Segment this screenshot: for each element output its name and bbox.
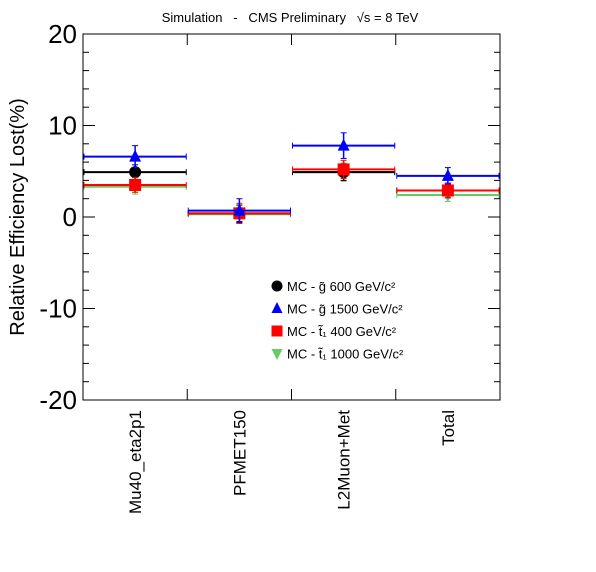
legend-label: MC - t̃₁ 1000 GeV/c² xyxy=(287,347,404,362)
marker-square xyxy=(272,326,283,337)
legend-label: MC - t̃₁ 400 GeV/c² xyxy=(287,324,397,339)
y-tick-label: 0 xyxy=(63,202,77,232)
marker-triangle-down xyxy=(272,349,283,360)
marker-square xyxy=(338,163,350,175)
legend: MC - g̃ 600 GeV/c² MC - g̃ 1500 GeV/c² MC … xyxy=(272,279,405,362)
x-tick-label: L2Muon+Met xyxy=(335,410,354,510)
legend-label: MC - g̃ 1500 GeV/c² xyxy=(287,302,403,317)
plot-frame xyxy=(83,34,500,400)
legend-label: MC - g̃ 600 GeV/c² xyxy=(287,279,396,294)
marker-square xyxy=(442,184,454,196)
y-axis-ticks: 20 10 0 -10 -20 xyxy=(39,19,500,415)
x-tick-label: PFMET150 xyxy=(230,410,249,496)
marker-triangle-up xyxy=(272,302,283,313)
y-tick-label: 20 xyxy=(48,19,77,49)
series-group xyxy=(84,133,499,223)
y-tick-label: 10 xyxy=(48,111,77,141)
marker-square xyxy=(129,179,141,191)
series-group xyxy=(84,164,499,222)
data-marks xyxy=(84,133,499,224)
series-group xyxy=(84,160,499,223)
marker-circle xyxy=(272,281,283,292)
x-axis-ticks: Mu40_eta2p1 PFMET150 L2Muon+Met Total xyxy=(126,34,458,514)
y-tick-label: -20 xyxy=(39,385,77,415)
x-tick-label: Mu40_eta2p1 xyxy=(126,410,145,514)
y-axis-label: Relative Efficiency Lost(%) xyxy=(7,98,29,336)
chart-title: Simulation - CMS Preliminary √s = 8 TeV xyxy=(162,10,419,25)
y-tick-label: -10 xyxy=(39,294,77,324)
x-tick-label: Total xyxy=(439,410,458,446)
